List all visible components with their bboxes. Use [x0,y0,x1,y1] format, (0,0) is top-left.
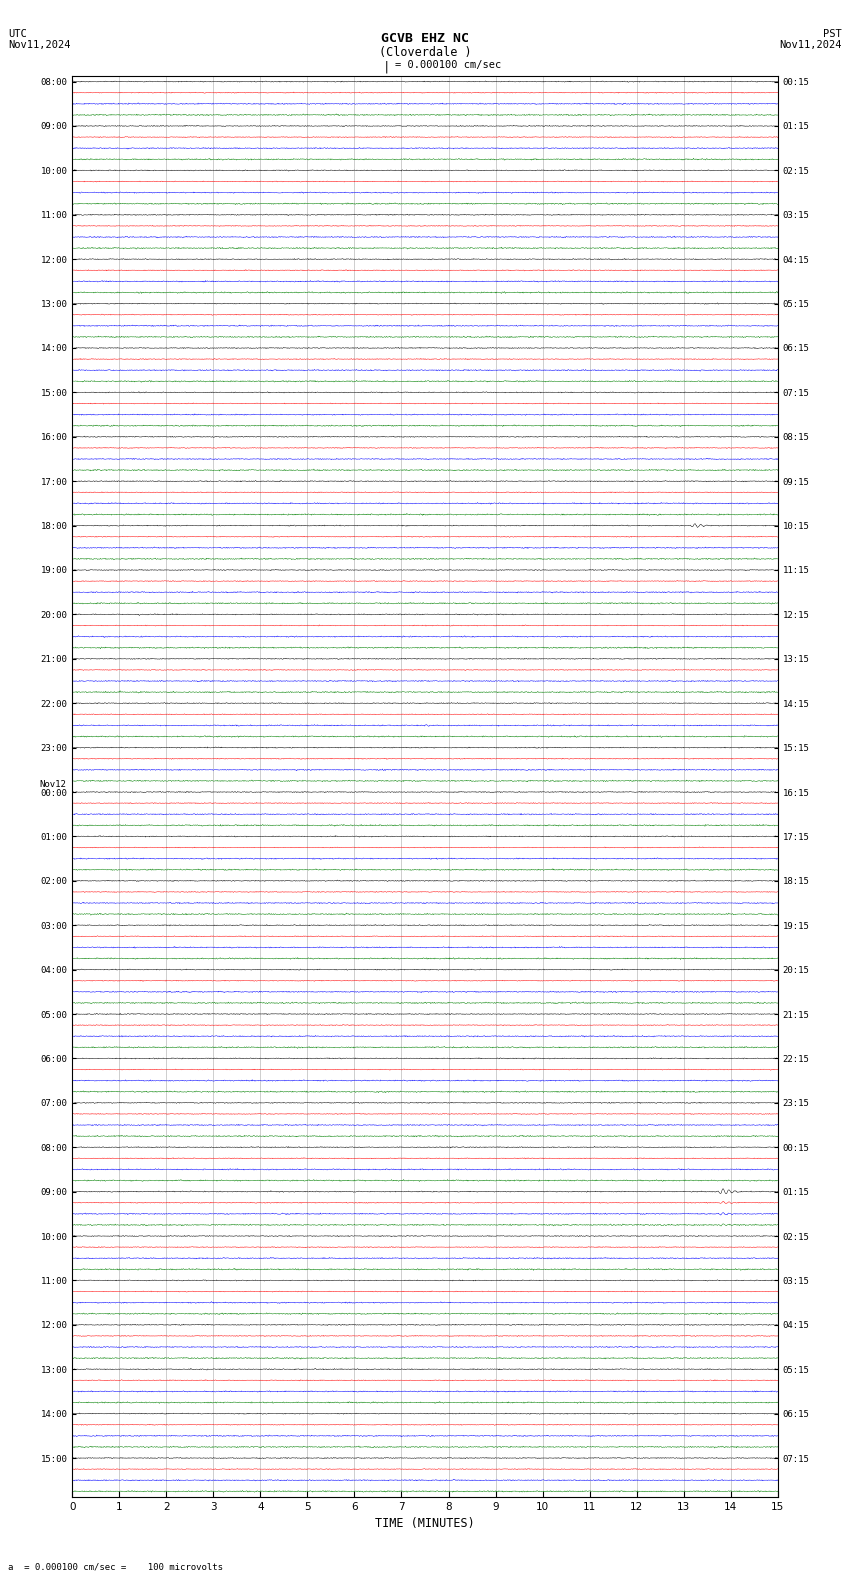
Text: a  = 0.000100 cm/sec =    100 microvolts: a = 0.000100 cm/sec = 100 microvolts [8,1562,224,1571]
X-axis label: TIME (MINUTES): TIME (MINUTES) [375,1517,475,1530]
Text: UTC: UTC [8,29,27,38]
Text: Nov11,2024: Nov11,2024 [779,40,842,49]
Text: |: | [383,60,390,73]
Text: Nov11,2024: Nov11,2024 [8,40,71,49]
Text: Nov12: Nov12 [40,779,66,789]
Text: PST: PST [823,29,842,38]
Text: = 0.000100 cm/sec: = 0.000100 cm/sec [395,60,501,70]
Text: (Cloverdale ): (Cloverdale ) [379,46,471,59]
Text: GCVB EHZ NC: GCVB EHZ NC [381,32,469,44]
